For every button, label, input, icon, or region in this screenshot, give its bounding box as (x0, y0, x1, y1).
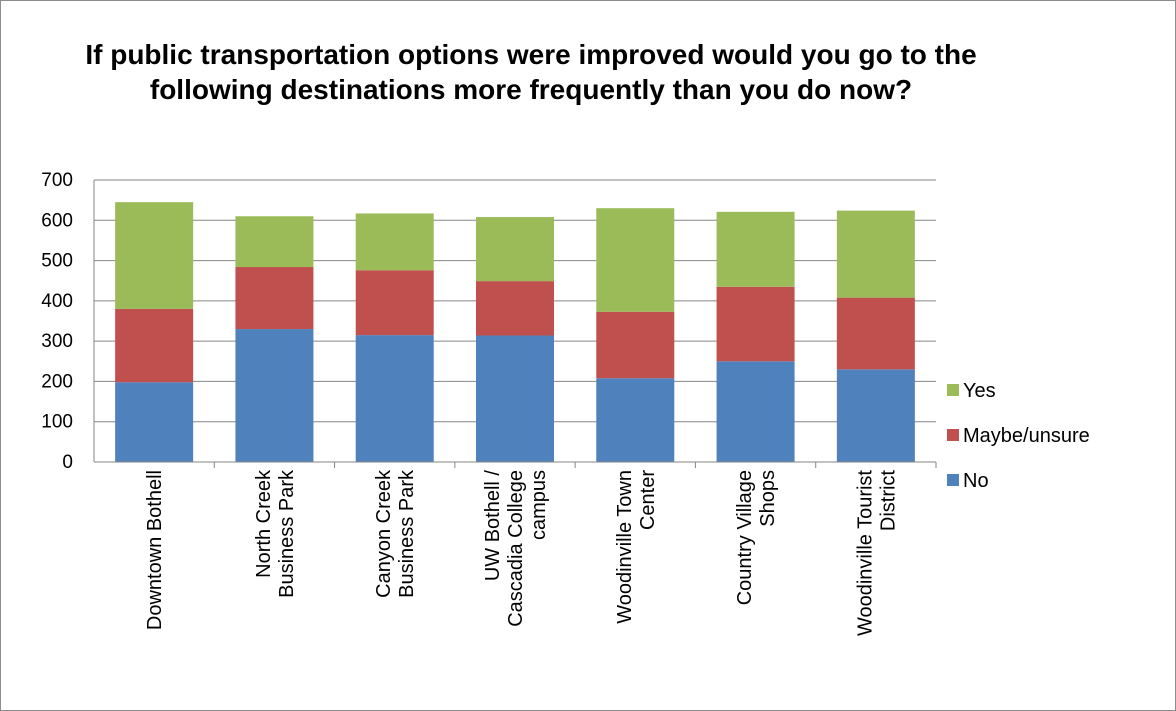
x-category-label-line: Woodinville Tourist (854, 470, 876, 636)
chart-title: If public transportation options were im… (85, 39, 977, 105)
bar-yes (716, 211, 795, 287)
x-category-label-line: campus (528, 470, 550, 540)
x-category-label: Woodinville TownCenter (614, 470, 659, 624)
x-category-label: Woodinville TouristDistrict (854, 470, 899, 636)
bar-maybe-unsure (596, 311, 675, 379)
legend-swatch (947, 384, 959, 396)
bar-no (235, 329, 314, 462)
legend-swatch (947, 429, 959, 441)
bar-yes (355, 213, 434, 271)
y-tick-label: 600 (41, 210, 73, 231)
bar-no (836, 369, 915, 462)
bar-maybe-unsure (355, 270, 434, 336)
x-category-label-line: Cascadia College (505, 470, 527, 627)
x-category-label: North CreekBusiness Park (253, 469, 298, 598)
x-category-label: Canyon CreekBusiness Park (373, 469, 418, 598)
y-tick-label: 400 (41, 291, 73, 312)
x-category-label-line: Country Village (734, 470, 756, 605)
y-tick-label: 0 (62, 452, 73, 473)
x-category-label-line: Business Park (276, 469, 298, 598)
bar-yes (235, 216, 314, 268)
bar-no (355, 335, 434, 462)
bar-yes (836, 210, 915, 298)
bar-yes (596, 208, 675, 312)
bar-no (716, 361, 795, 462)
x-category-label-line: Canyon Creek (373, 469, 395, 598)
x-category-label-line: UW Bothell / (482, 470, 504, 582)
y-tick-label: 700 (41, 170, 73, 191)
bar-maybe-unsure (476, 281, 554, 336)
x-category-label-line: Downtown Bothell (144, 470, 166, 630)
x-category-label: Downtown Bothell (144, 470, 166, 630)
bar-maybe-unsure (235, 267, 314, 330)
bar-yes (115, 202, 194, 309)
bar-maybe-unsure (836, 297, 915, 370)
legend-label: No (963, 470, 989, 492)
legend-label: Yes (963, 380, 996, 402)
bar-yes (476, 217, 554, 282)
x-category-label: Country VillageShops (734, 470, 779, 605)
x-category-label-line: District (877, 470, 899, 532)
x-category-label-line: North Creek (253, 469, 275, 578)
bar-maybe-unsure (716, 286, 795, 362)
x-category-label: UW Bothell /Cascadia Collegecampus (482, 470, 550, 627)
y-tick-label: 100 (41, 412, 73, 433)
legend-swatch (947, 474, 959, 486)
x-category-label-line: Woodinville Town (614, 470, 636, 624)
bar-maybe-unsure (115, 308, 194, 383)
y-tick-label: 500 (41, 251, 73, 272)
x-category-label-line: Business Park (396, 469, 418, 598)
bar-no (596, 378, 675, 462)
y-tick-label: 200 (41, 371, 73, 392)
legend-label: Maybe/unsure (963, 425, 1090, 447)
bar-no (115, 382, 194, 462)
x-category-label-line: Shops (757, 470, 779, 527)
x-category-label-line: Center (637, 470, 659, 530)
y-tick-label: 300 (41, 331, 73, 352)
bar-no (476, 335, 554, 462)
